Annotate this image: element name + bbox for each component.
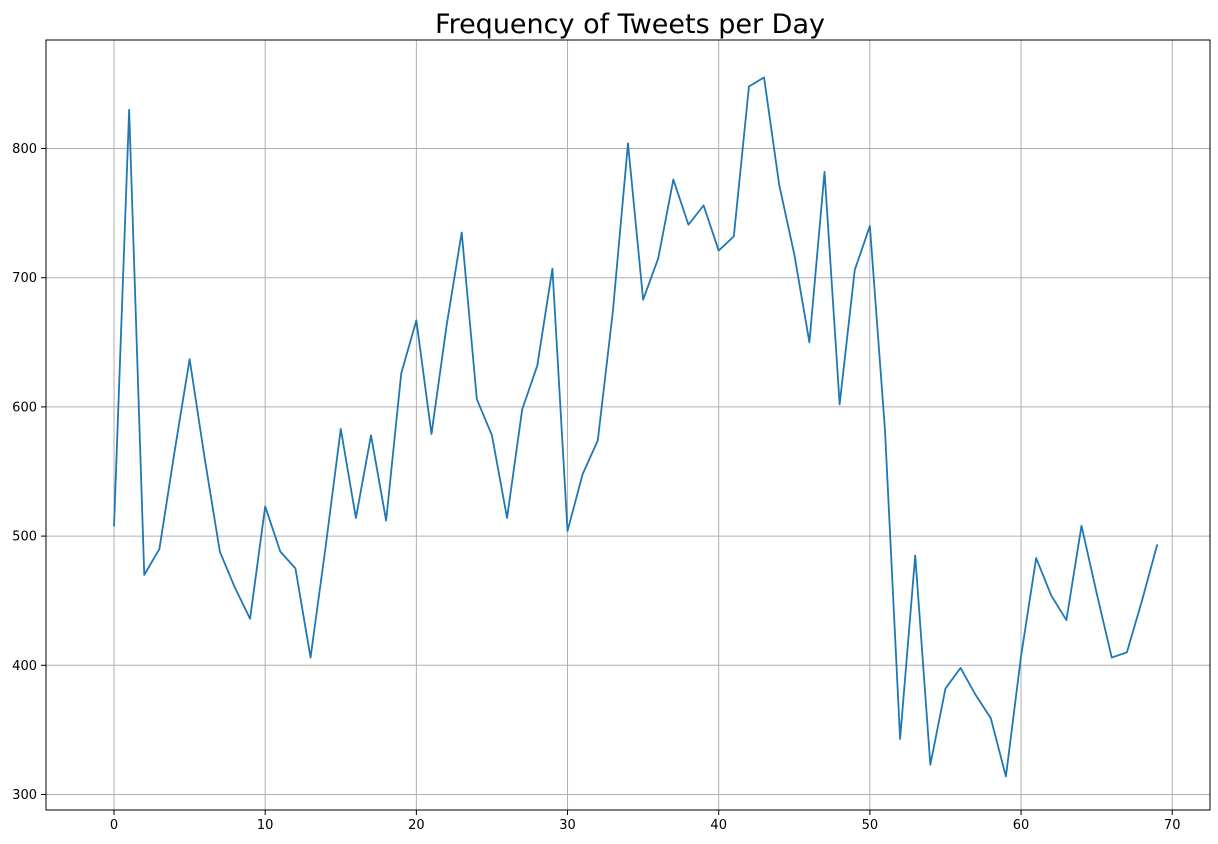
y-tick-label: 800 (12, 142, 37, 157)
y-tick-label: 400 (12, 659, 37, 674)
y-tick-label: 700 (12, 271, 37, 286)
x-tick-label: 60 (1013, 818, 1030, 833)
chart-title: Frequency of Tweets per Day (435, 9, 825, 40)
y-tick-label: 500 (12, 530, 37, 545)
y-tick-label: 600 (12, 400, 37, 415)
axes-frame (45, 39, 1211, 811)
tick-layer: 0 10 20 30 40 50 60 70 300 400 500 600 700 800 (12, 142, 1180, 833)
x-tick-label: 40 (710, 818, 727, 833)
x-tick-label: 20 (408, 818, 425, 833)
series-line (113, 76, 1158, 778)
x-tick-label: 50 (862, 818, 879, 833)
x-tick-label: 70 (1164, 818, 1181, 833)
x-tick-label: 10 (257, 818, 274, 833)
series-layer (113, 76, 1158, 778)
x-tick-label: 0 (110, 818, 118, 833)
y-tick-label: 300 (12, 788, 37, 803)
x-tick-label: 30 (559, 818, 576, 833)
grid-layer (46, 40, 1210, 810)
